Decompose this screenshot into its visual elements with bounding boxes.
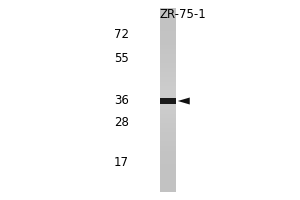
Bar [160,17,176,22]
Bar [160,105,176,109]
Bar [160,63,176,68]
Bar [160,128,176,132]
Bar [160,77,176,82]
Text: ZR-75-1: ZR-75-1 [160,8,206,21]
Bar [160,174,176,178]
Bar [160,100,176,105]
Bar [160,164,176,169]
Bar [160,183,176,187]
Bar [160,114,176,118]
Bar [160,109,176,114]
Bar [160,169,176,174]
Text: 36: 36 [114,95,129,108]
Bar [160,72,176,77]
Bar [160,118,176,123]
Bar [160,91,176,95]
Bar [160,86,176,91]
Bar [160,8,176,192]
Polygon shape [178,98,190,104]
Text: 17: 17 [114,156,129,168]
Bar [160,187,176,192]
Bar [160,8,176,13]
Text: 28: 28 [114,116,129,130]
Bar [160,178,176,183]
Bar [160,151,176,155]
Bar [160,141,176,146]
Bar [160,45,176,49]
Bar [160,31,176,36]
Bar [160,95,176,100]
Bar [160,132,176,137]
Text: 55: 55 [114,52,129,66]
Bar [160,155,176,160]
Bar [160,13,176,17]
Bar [160,137,176,141]
Bar [160,40,176,45]
Bar [160,49,176,54]
Bar [160,54,176,59]
Bar [160,160,176,164]
Bar [160,26,176,31]
Bar [160,36,176,40]
Bar [160,59,176,63]
Bar [160,68,176,72]
Text: 72: 72 [114,28,129,42]
Bar [160,22,176,26]
Bar [160,82,176,86]
Bar [160,123,176,128]
Bar [160,146,176,151]
Bar [160,98,176,104]
